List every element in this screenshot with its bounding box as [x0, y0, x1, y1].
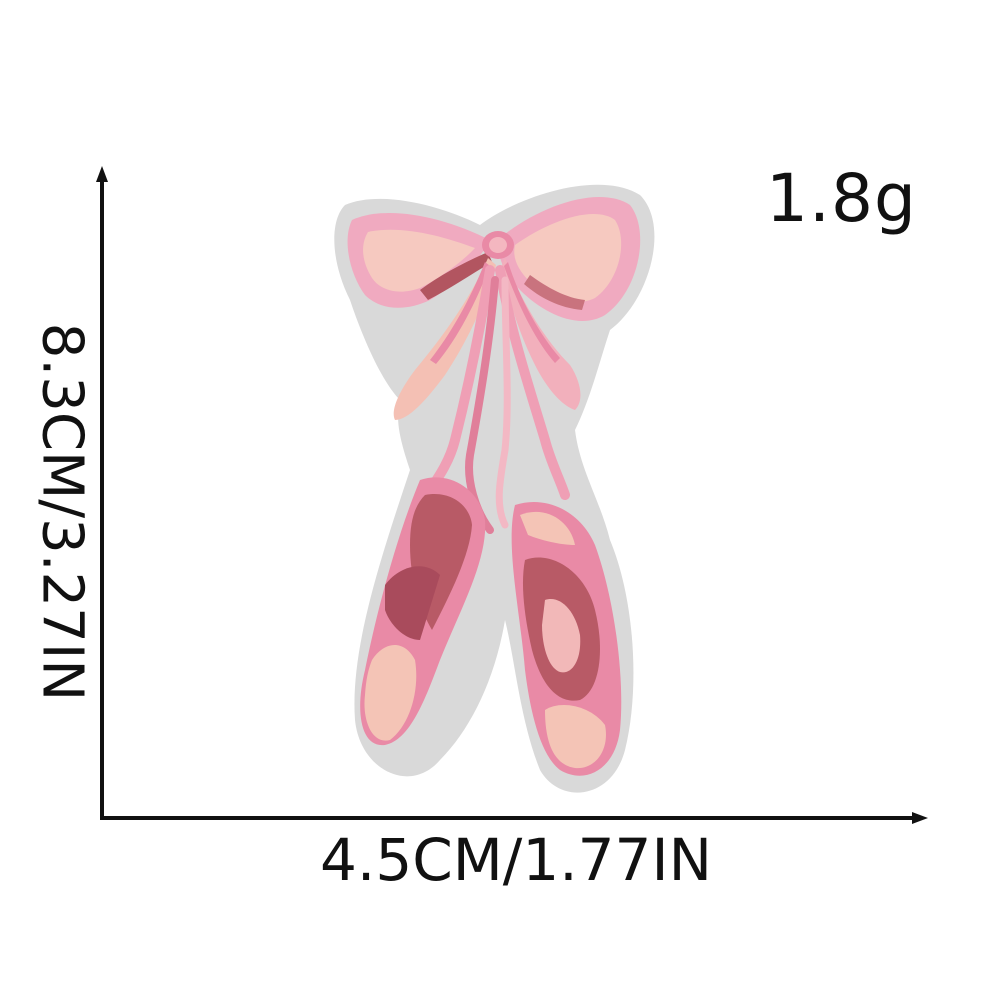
width-dimension-label: 4.5CM/1.77IN: [320, 826, 712, 894]
weight-label: 1.8g: [766, 160, 917, 237]
width-arrow-icon: [912, 812, 928, 824]
height-arrow-icon: [96, 166, 108, 182]
right-ballet-shoe: [511, 501, 622, 776]
left-ballet-shoe: [360, 477, 486, 746]
ballet-shoes-patch: [334, 184, 655, 793]
height-dimension-label: 8.3CM/3.27IN: [29, 322, 95, 702]
